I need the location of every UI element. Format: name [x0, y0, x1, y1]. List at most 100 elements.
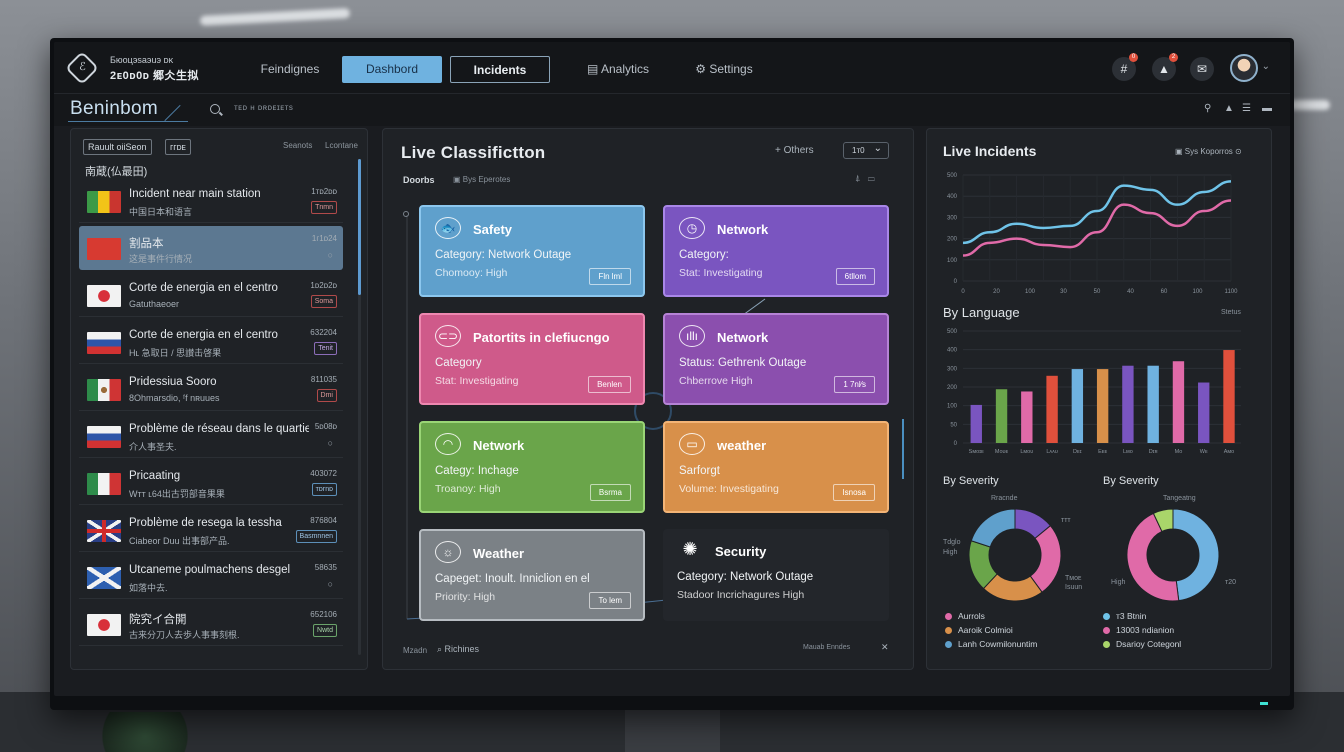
count-select[interactable]: 1ᴛ0 [843, 141, 889, 159]
checkbox-icon: ▣ [453, 175, 463, 184]
classification-card[interactable]: ☼ Weather Capeget: Inoult. Inniclion en el… [419, 529, 645, 621]
bell-icon[interactable]: ▲ 2 [1152, 53, 1178, 81]
list-item[interactable]: Utcaneme poulmachens desgel 如落中去. 58635 ○ [79, 555, 343, 599]
status-badge[interactable]: Tnmn [311, 201, 337, 214]
card-icon: ◠ [435, 433, 461, 455]
list-item-id: 1ᴅ2ᴅ2ᴅ [310, 281, 337, 290]
card-action-button[interactable]: 1 7nl⁄s [834, 376, 875, 393]
panel-title: Live Classifictton [401, 143, 546, 162]
status-circle-icon[interactable]: ○ [327, 579, 333, 589]
classification-card[interactable]: 🐟 Safety Category: Network Outage Chomooy: … [419, 205, 645, 297]
message-icon[interactable]: ✉ [1190, 57, 1214, 81]
x-tick-label: 40 [1127, 289, 1134, 295]
list-item[interactable]: Pricaating Wᴛᴛ ʟ64出古罚部音果果 403072 ᴛᴅᴦnᴅ [79, 461, 343, 505]
legend-item: Aaroik Colmioi [945, 625, 1013, 635]
scrollbar-thumb[interactable] [358, 159, 361, 295]
card-action-button[interactable]: Fln lml [589, 268, 631, 285]
x-tick-label: Mᴏᴜᴇ [995, 449, 1009, 455]
location-icon[interactable]: ⚲ [1204, 103, 1212, 114]
sort-option[interactable]: Seanots [283, 141, 313, 150]
status-circle-icon[interactable]: ○ [327, 438, 333, 448]
status-badge[interactable]: Soma [310, 295, 337, 308]
hash-icon[interactable]: #0 [1112, 53, 1138, 81]
nav-settings[interactable]: ⚙ Settings [684, 56, 764, 83]
list-item[interactable]: Pridessiua Sooro 8Ohmarsdio, ᶠf nʀuues 811… [79, 367, 343, 411]
list-icon[interactable]: ☰ [1242, 103, 1251, 114]
card-status: Stat: Investigating [435, 375, 519, 387]
nav-dashboard[interactable]: Dashbord [342, 56, 442, 83]
series-line-2 [962, 199, 1232, 257]
footer-search[interactable]: ⌕ Richines [437, 644, 479, 655]
scrollbar-track[interactable] [358, 159, 361, 655]
list-item[interactable]: Corte de energia en el centro Hʟ 急取日 / 思讃… [79, 320, 343, 364]
filter-chip[interactable]: Rauult oiiSeon [83, 139, 152, 155]
status-badge[interactable]: ᴛᴅᴦnᴅ [311, 483, 337, 496]
status-circle-icon[interactable]: ○ [327, 250, 333, 260]
list-item[interactable]: 割品本 这是事件行情况 1ᴦ1ᴅ24 ○ [79, 226, 343, 270]
tab-eperotes[interactable]: ▣ Bys Eperotes [453, 175, 510, 184]
classification-card[interactable]: ▭ weather Sarforgt Volume: Investigating Isn… [663, 421, 889, 513]
close-icon[interactable]: ✕ [881, 642, 889, 652]
sort-option[interactable]: Lcontane [325, 141, 358, 150]
nav-incidents[interactable]: Incidents [450, 56, 550, 83]
x-tick-label: Aᴍᴏ [1224, 449, 1235, 455]
classification-card[interactable]: ◠ Network Categy: Inchage Troanoy: High Bsrm… [419, 421, 645, 513]
legend-swatch [945, 613, 952, 621]
bar [1096, 369, 1109, 443]
others-button[interactable]: + Others [775, 145, 814, 156]
list-item[interactable]: Problème de réseau dans le quartier 介人事圣夫… [79, 414, 343, 458]
card-icon: ▭ [679, 433, 705, 455]
severity-donut-chart [968, 508, 1062, 602]
card-title: Network [717, 330, 769, 345]
status-badge[interactable]: Dmi [316, 389, 337, 402]
x-tick-label: Lᴍᴏ [1123, 449, 1133, 455]
status-badge[interactable]: Nwtd [313, 624, 337, 637]
status-badge[interactable]: Tenit [314, 342, 337, 355]
bell-icon[interactable]: ▲ [1224, 103, 1234, 114]
notification-badge: 0 [1129, 53, 1138, 62]
legend-label: Dsarioy Cotegonl [1116, 639, 1182, 649]
chevron-down-icon[interactable]: ⌄ [1261, 61, 1270, 72]
user-avatar[interactable] [1230, 54, 1258, 82]
list-item-title: Incident near main station [129, 188, 261, 200]
list-item[interactable]: Corte de energia en el centro Gatuthaeoer… [79, 273, 343, 317]
window-icon[interactable]: ▬ [1262, 103, 1272, 114]
card-title: Network [473, 438, 525, 453]
search-icon[interactable] [210, 104, 220, 114]
x-tick-label: 100 [1192, 289, 1203, 295]
card-action-button[interactable]: Isnosa [833, 484, 875, 501]
severity-donut-chart-2 [1126, 508, 1220, 602]
list-item-title: Corte de energia en el centro [129, 329, 278, 341]
card-action-button[interactable]: Benlen [588, 376, 631, 393]
card-action-button[interactable]: Bsrma [589, 484, 631, 501]
list-item[interactable]: Incident near main station 中国日本和语言 1ᴛᴅ2ᴅᴅ T… [79, 179, 343, 223]
footer-link[interactable]: Mauab Enndes [803, 644, 851, 651]
classification-card[interactable]: ◷ Network Category: Stat: Investigating 6tll… [663, 205, 889, 297]
filter-chip[interactable]: ᴦᴦᴅᴇ [165, 139, 191, 155]
bar [1122, 365, 1134, 443]
tab-doorbs[interactable]: Doorbs [403, 175, 435, 185]
search-input[interactable]: ᴛᴇᴅ ʜ ᴅʀᴅᴇɪᴇᴛs [234, 103, 294, 112]
list-item[interactable]: 院究イ合開 古来分刀人去歩人事事刻根. 652106 Nwtd [79, 602, 343, 646]
nav-feindignes[interactable]: Feindignes [260, 62, 320, 76]
card-action-button[interactable]: To lem [589, 592, 631, 609]
status-badge[interactable]: Basmnnen [295, 530, 337, 543]
japan-flag-icon [87, 614, 121, 636]
reports-link[interactable]: ▣ Sys Koporros ⊙ [1175, 147, 1242, 156]
y-tick-label: 200 [947, 385, 958, 391]
legend-item: Dsarioy Cotegonl [1103, 639, 1181, 649]
list-item-title: Pridessiua Sooro [129, 376, 217, 388]
toolbar-icons[interactable]: ⍋ ▭ [855, 173, 875, 183]
pie-slice [970, 508, 1016, 548]
nav-analytics[interactable]: ▤ Analytics [578, 56, 658, 83]
classification-card[interactable]: ⊂⊃ Patortits in clefiucngo Category Stat: I… [419, 313, 645, 405]
x-tick-label: 30 [1060, 289, 1067, 295]
classification-card[interactable]: ✺ Security Category: Network Outage Stadoor… [663, 529, 889, 621]
live-classification-panel: Live Classifictton + Others 1ᴛ0 Doorbs ▣… [382, 128, 914, 670]
classification-card[interactable]: ıllı Network Status: Gethrenk Outage Chberr… [663, 313, 889, 405]
list-item[interactable]: Problème de resega la tessha Ciabeor Duu … [79, 508, 343, 552]
legend-label: Aaroik Colmioi [958, 625, 1013, 635]
card-action-button[interactable]: 6tllom [835, 268, 875, 285]
y-tick-label: 500 [947, 173, 958, 179]
live-incidents-title: Live Incidents [943, 143, 1037, 159]
